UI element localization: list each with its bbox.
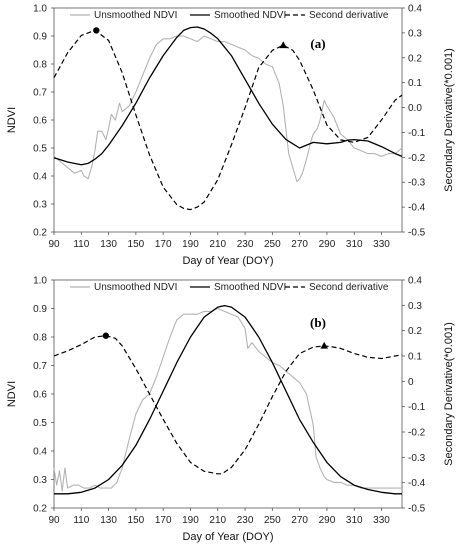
marker-triangle bbox=[320, 341, 329, 349]
x-tick-label: 270 bbox=[291, 239, 308, 250]
y2-axis-label: Secondary Derivative(*0.001) bbox=[443, 322, 455, 466]
y2-tick-label: -0.1 bbox=[408, 402, 426, 413]
y2-tick-label: 0.0 bbox=[408, 103, 422, 114]
legend-label: Unsmoothed NDVI bbox=[94, 10, 177, 21]
marker-circle bbox=[102, 332, 110, 339]
x-tick-label: 130 bbox=[100, 239, 117, 250]
y-tick-label: 0.3 bbox=[33, 200, 47, 211]
marker-circle bbox=[93, 27, 100, 34]
legend-label: Second derivative bbox=[309, 10, 389, 21]
x-tick-label: 290 bbox=[319, 239, 336, 250]
y2-tick-label: 0.4 bbox=[408, 4, 422, 15]
y2-axis-label: Secondary Derivative(*0.001) bbox=[443, 48, 455, 192]
y2-tick-label: -0.4 bbox=[408, 478, 426, 489]
y2-tick-label: 0.1 bbox=[408, 352, 422, 363]
y2-tick-label: 0 bbox=[408, 377, 414, 388]
y2-tick-label: -0.5 bbox=[408, 228, 426, 239]
x-tick-label: 310 bbox=[346, 515, 363, 526]
x-tick-label: 270 bbox=[291, 515, 308, 526]
panel-label: (a) bbox=[310, 36, 325, 51]
y-tick-label: 1.0 bbox=[33, 276, 47, 287]
x-tick-label: 330 bbox=[373, 239, 390, 250]
y-tick-label: 0.6 bbox=[33, 116, 47, 127]
series-line-smoothed-ndvi bbox=[54, 304, 402, 495]
y-tick-label: 0.9 bbox=[33, 304, 47, 315]
x-axis-label: Day of Year (DOY) bbox=[182, 531, 273, 543]
x-tick-label: 90 bbox=[48, 515, 60, 526]
legend-label: Unsmoothed NDVI bbox=[94, 282, 177, 293]
series-line-second-derivative bbox=[53, 335, 403, 475]
y-tick-label: 0.5 bbox=[33, 144, 47, 155]
x-tick-label: 190 bbox=[182, 239, 199, 250]
y-tick-label: 0.8 bbox=[33, 60, 47, 71]
y-tick-label: 0.8 bbox=[33, 333, 47, 344]
y-tick-label: 0.7 bbox=[33, 361, 47, 372]
marker-triangle bbox=[279, 41, 288, 49]
y-tick-label: 0.2 bbox=[33, 504, 47, 515]
y-tick-label: 0.3 bbox=[33, 475, 47, 486]
y-tick-label: 0.2 bbox=[33, 228, 47, 239]
y-axis-label: NDVI bbox=[6, 107, 18, 133]
x-tick-label: 170 bbox=[155, 239, 172, 250]
x-tick-label: 90 bbox=[48, 239, 60, 250]
x-tick-label: 190 bbox=[182, 515, 199, 526]
y-tick-label: 1.0 bbox=[33, 4, 47, 15]
x-tick-label: 110 bbox=[73, 515, 89, 526]
y2-tick-label: -0.2 bbox=[408, 428, 426, 439]
y2-tick-label: 0.3 bbox=[408, 28, 422, 39]
x-tick-label: 210 bbox=[209, 239, 226, 250]
x-tick-label: 210 bbox=[209, 515, 226, 526]
y-tick-label: 0.6 bbox=[33, 390, 47, 401]
legend-label: Second derivative bbox=[309, 282, 389, 293]
x-tick-label: 110 bbox=[73, 239, 89, 250]
y2-tick-label: -0.3 bbox=[408, 178, 426, 189]
y2-tick-label: 0.3 bbox=[408, 301, 422, 312]
series-line-unsmoothed-ndvi bbox=[53, 35, 403, 183]
x-tick-label: 170 bbox=[155, 515, 172, 526]
y2-tick-label: 0.2 bbox=[408, 53, 422, 64]
x-tick-label: 130 bbox=[100, 515, 117, 526]
chart-panel-b: 90 110 130 150 170 190 210 230 250 270 290 310 330 0.… bbox=[6, 276, 455, 544]
y-tick-label: 0.5 bbox=[33, 418, 47, 429]
x-tick-label: 250 bbox=[264, 239, 281, 250]
x-tick-label: 230 bbox=[237, 239, 254, 250]
y2-tick-label: -0.4 bbox=[408, 203, 426, 214]
y2-tick-label: 0.4 bbox=[408, 276, 422, 287]
y2-tick-label: 0.2 bbox=[408, 326, 422, 337]
y-tick-label: 0.9 bbox=[33, 32, 47, 43]
y-tick-label: 0.7 bbox=[33, 88, 47, 99]
y-tick-label: 0.4 bbox=[33, 172, 47, 183]
x-tick-label: 150 bbox=[128, 239, 145, 250]
x-tick-label: 230 bbox=[237, 515, 254, 526]
legend-label: Smoothed NDVI bbox=[214, 10, 286, 21]
x-tick-label: 250 bbox=[264, 515, 281, 526]
series-line-unsmoothed-ndvi bbox=[53, 307, 402, 492]
x-tick-label: 290 bbox=[319, 515, 336, 526]
y2-tick-label: -0.2 bbox=[408, 153, 426, 164]
y-tick-label: 0.4 bbox=[33, 447, 47, 458]
legend-label: Smoothed NDVI bbox=[214, 282, 286, 293]
y2-tick-label: 0.1 bbox=[408, 78, 422, 89]
series-line-second-derivative bbox=[53, 29, 403, 211]
x-tick-label: 150 bbox=[128, 515, 145, 526]
x-axis-label: Day of Year (DOY) bbox=[182, 255, 273, 267]
y2-tick-label: -0.3 bbox=[408, 453, 426, 464]
panel-label: (b) bbox=[310, 315, 326, 330]
x-tick-label: 330 bbox=[373, 515, 390, 526]
x-tick-label: 310 bbox=[346, 239, 363, 250]
y-axis-label: NDVI bbox=[6, 381, 18, 407]
y2-tick-label: -0.1 bbox=[408, 128, 426, 139]
chart-panel-a: 90 110 130 150 170 190 210 230 250 270 290 310 330 0.… bbox=[6, 4, 455, 268]
y2-tick-label: -0.5 bbox=[408, 504, 426, 515]
